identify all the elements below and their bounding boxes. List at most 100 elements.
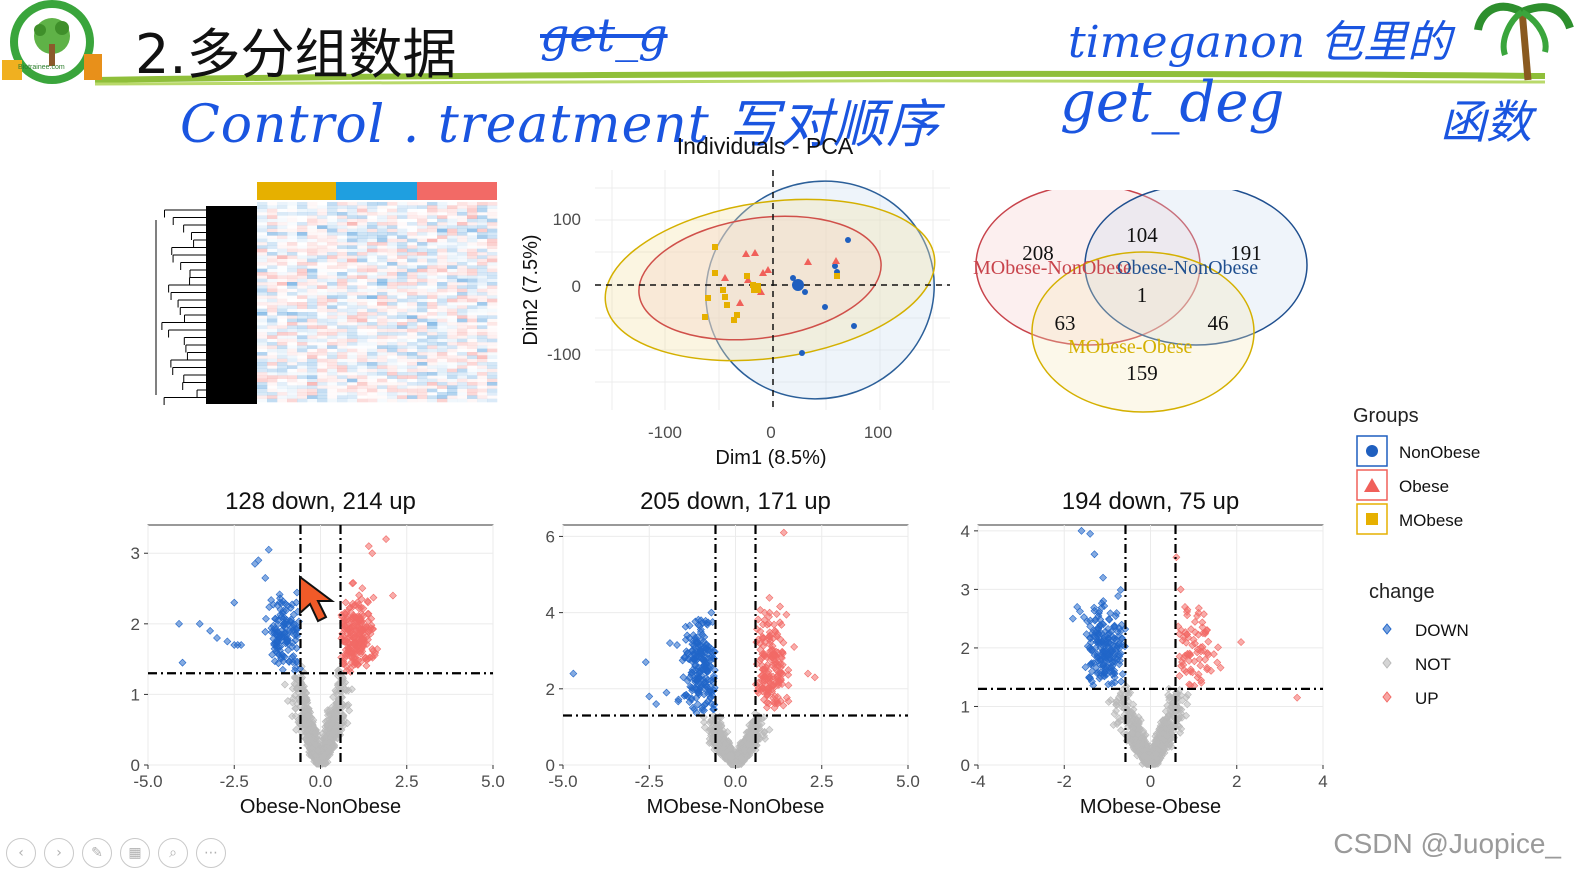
legend-group-mobese: MObese <box>1399 511 1463 530</box>
not-point <box>1151 737 1159 746</box>
down-point <box>1086 622 1095 631</box>
down-point <box>693 676 701 685</box>
not-point <box>1159 735 1168 744</box>
venn-count-b-only: 191 <box>1230 241 1262 265</box>
down-point <box>702 645 711 654</box>
up-point <box>1197 647 1205 656</box>
up-point <box>1194 670 1203 679</box>
down-point <box>1110 621 1119 630</box>
up-point <box>341 598 350 607</box>
down-point <box>641 658 650 667</box>
up-point <box>1201 655 1210 664</box>
down-point <box>273 627 282 636</box>
not-point <box>308 744 316 753</box>
down-point <box>269 600 278 609</box>
down-point <box>282 615 291 624</box>
y-tick-label: 0 <box>961 756 970 775</box>
more-icon[interactable]: ⋯ <box>196 838 226 868</box>
pca-point-nonobese <box>802 289 808 295</box>
up-point <box>1199 610 1208 619</box>
up-point <box>810 673 819 682</box>
down-point <box>696 683 705 692</box>
down-point <box>286 603 295 612</box>
not-point <box>326 706 334 715</box>
up-point <box>764 699 773 708</box>
up-point <box>355 625 364 634</box>
down-point <box>703 620 712 629</box>
up-point <box>779 528 788 537</box>
prev-icon[interactable]: ‹ <box>6 838 36 868</box>
up-point <box>770 692 779 701</box>
down-point <box>697 616 705 625</box>
not-point <box>293 684 302 693</box>
up-point <box>1184 633 1193 642</box>
legend-marker-obese <box>1364 478 1380 492</box>
up-point <box>776 602 784 611</box>
up-point <box>804 669 812 678</box>
venn-count-bc: 46 <box>1208 311 1229 335</box>
x-tick-label: -2.5 <box>635 772 664 791</box>
up-point <box>343 613 352 622</box>
pca-plot: Individuals - PCA 100 0 -100 -100 0 100 … <box>520 133 950 469</box>
grid-icon[interactable]: ▦ <box>120 838 150 868</box>
legend-group-obese: Obese <box>1399 477 1449 496</box>
venn-count-c-only: 159 <box>1126 361 1158 385</box>
down-point <box>1101 627 1110 636</box>
up-point <box>369 593 378 602</box>
y-tick-label: 2 <box>961 639 970 658</box>
not-point <box>726 744 735 753</box>
x-tick-label: 5.0 <box>481 772 505 791</box>
volcano-title: 205 down, 171 up <box>640 488 831 515</box>
up-point <box>357 595 366 604</box>
down-point <box>706 687 715 696</box>
not-point <box>1176 728 1185 737</box>
down-point <box>1099 597 1108 605</box>
not-point <box>1141 731 1150 739</box>
pen-icon[interactable]: ✎ <box>82 838 112 868</box>
down-point <box>264 545 273 554</box>
zoom-icon[interactable]: ⌕ <box>158 838 188 868</box>
up-point <box>782 610 791 619</box>
up-point <box>777 653 786 662</box>
volcano-mobese-nonobese: 205 down, 171 up -5.0 -2.5 0.0 2.5 5.0 0 2 4 6 MOb… <box>546 488 920 818</box>
y-tick-label: 3 <box>961 580 970 599</box>
venn-count-ac: 63 <box>1055 311 1076 335</box>
not-point <box>721 739 729 748</box>
y-tick-label: 4 <box>961 522 970 541</box>
up-point <box>1293 693 1302 702</box>
up-point <box>765 593 774 602</box>
up-point <box>358 584 367 593</box>
next-icon[interactable]: › <box>44 838 74 868</box>
watermark: CSDN @Juopice_ <box>1333 828 1561 859</box>
presentation-toolbar: ‹ › ✎ ▦ ⌕ ⋯ <box>6 838 226 868</box>
down-point <box>1090 606 1099 615</box>
up-point <box>389 591 397 600</box>
legend-change-not: NOT <box>1415 655 1451 674</box>
venn-count-a-only: 208 <box>1022 241 1054 265</box>
legend-groups-title: Groups <box>1353 405 1419 427</box>
up-point <box>1209 650 1218 659</box>
pca-points <box>702 237 857 356</box>
pca-point-obese <box>764 266 772 273</box>
up-point <box>363 610 372 618</box>
legend-change-down: DOWN <box>1415 621 1469 640</box>
header-bar <box>94 70 1546 83</box>
up-point <box>1176 585 1185 594</box>
not-point <box>1166 706 1175 715</box>
biotrainee-logo <box>2 0 102 84</box>
pca-point-nonobese <box>845 237 851 243</box>
x-tick-label: 2.5 <box>395 772 419 791</box>
not-point <box>1183 690 1192 699</box>
not-point <box>1151 750 1160 758</box>
legend-group-nonobese: NonObese <box>1399 443 1480 462</box>
down-point <box>1086 674 1095 683</box>
up-point <box>354 660 362 669</box>
down-point <box>693 639 702 648</box>
up-point <box>770 649 779 658</box>
not-point <box>715 720 724 729</box>
pca-ytick-0: 0 <box>572 277 581 296</box>
x-tick-label: -5.0 <box>548 772 577 791</box>
pca-xtick-neg100: -100 <box>648 423 682 442</box>
down-point <box>230 598 239 607</box>
not-point <box>330 715 339 724</box>
